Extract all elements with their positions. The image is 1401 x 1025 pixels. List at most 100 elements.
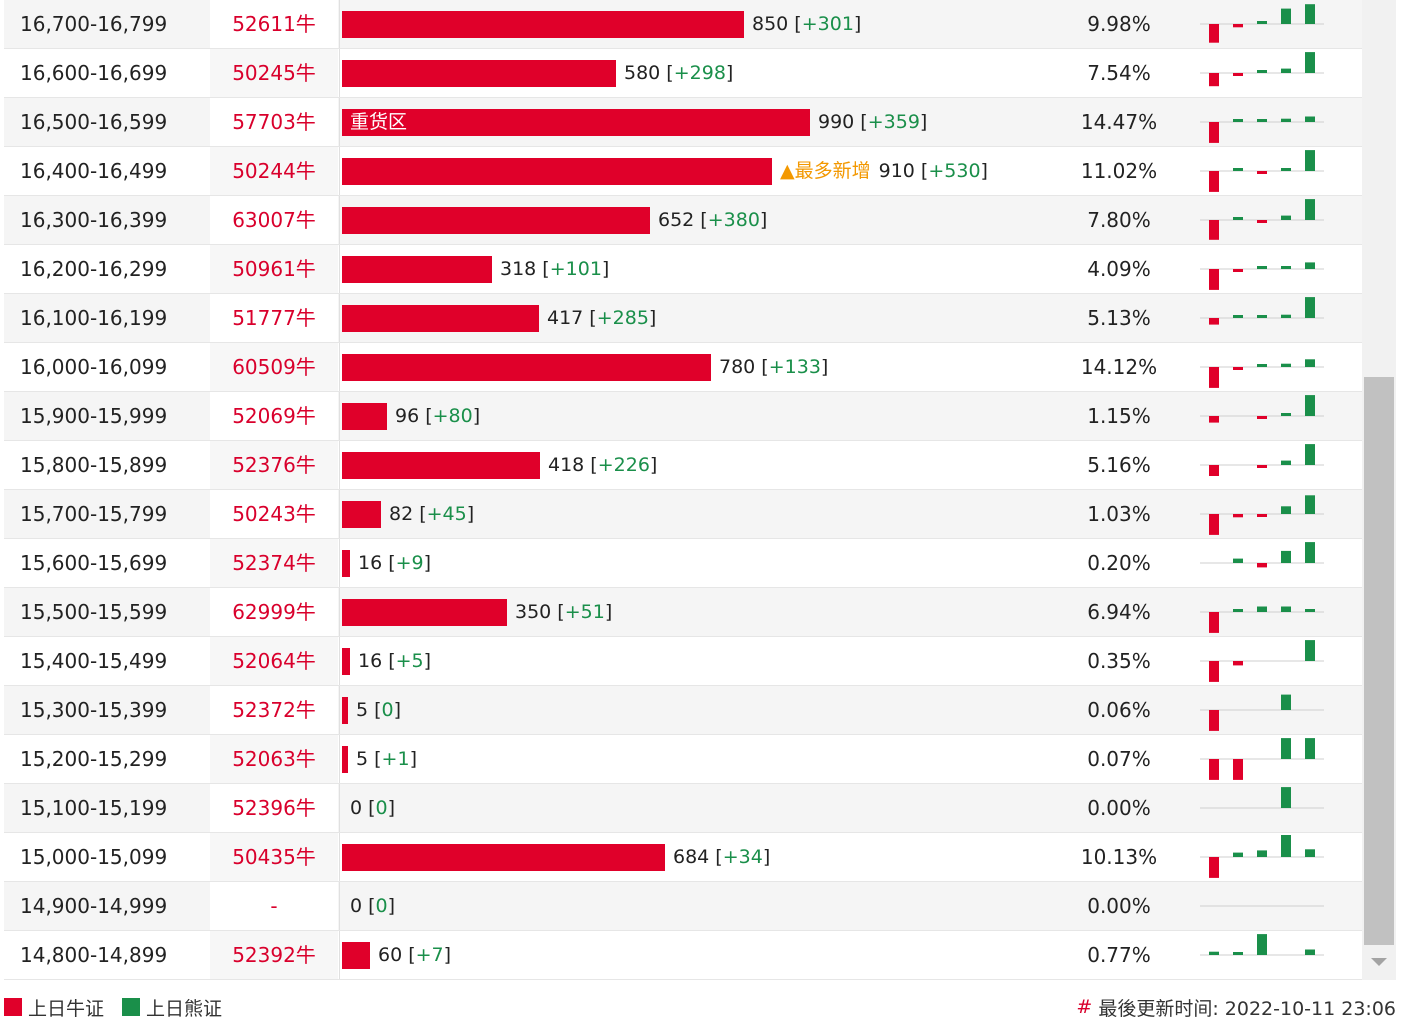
count-change: +1 (381, 748, 410, 770)
warrant-code[interactable]: 60509牛 (210, 343, 338, 391)
percentage: 9.98% (1087, 12, 1151, 36)
warrant-code[interactable]: 52376牛 (210, 441, 338, 489)
percentage: 0.20% (1087, 551, 1151, 575)
table-row[interactable]: 15,700-15,799 50243牛 82 [+45] 1.03% (4, 490, 1362, 539)
price-range: 16,100-16,199 (20, 306, 168, 330)
sparkline-bar (1209, 465, 1219, 476)
count-change: +51 (564, 601, 605, 623)
table-row[interactable]: 14,900-14,999 -0 [0] 0.00% (4, 882, 1362, 931)
scroll-down-arrow-icon[interactable] (1371, 958, 1387, 966)
price-range: 16,300-16,399 (20, 208, 168, 232)
count-change: +5 (395, 650, 424, 672)
sparkline-bar (1257, 416, 1267, 419)
warrant-code[interactable]: 50244牛 (210, 147, 338, 195)
percentage: 11.02% (1080, 159, 1158, 183)
legend-item-bull: 上日牛证 (4, 994, 104, 1021)
table-row[interactable]: 16,600-16,699 50245牛 580 [+298] 7.54% (4, 49, 1362, 98)
table-row[interactable]: 15,500-15,599 62999牛 350 [+51] 6.94% (4, 588, 1362, 637)
warrant-code[interactable]: 52063牛 (210, 735, 338, 783)
sparkline-bar (1257, 70, 1267, 73)
bar-cell: 0 [0] (339, 784, 1039, 832)
warrant-code[interactable]: 50243牛 (210, 490, 338, 538)
sparkline-bar (1209, 514, 1219, 535)
scrollbar-thumb[interactable] (1364, 377, 1394, 945)
table-row[interactable]: 15,000-15,099 50435牛 684 [+34] 10.13% (4, 833, 1362, 882)
table-row[interactable]: 16,300-16,399 63007牛 652 [+380] 7.80% (4, 196, 1362, 245)
table-row[interactable]: 15,800-15,899 52376牛 418 [+226] 5.16% (4, 441, 1362, 490)
table-row[interactable]: 16,000-16,099 60509牛 780 [+133] 14.12% (4, 343, 1362, 392)
count-value: 850 (752, 13, 789, 35)
percentage: 0.77% (1087, 943, 1151, 967)
sparkline-bar (1233, 269, 1243, 272)
warrant-code[interactable]: 51777牛 (210, 294, 338, 342)
table-row[interactable]: 15,300-15,399 52372牛 5 [0] 0.06% (4, 686, 1362, 735)
warrant-code[interactable]: 52064牛 (210, 637, 338, 685)
sparkline (1200, 934, 1324, 956)
table-row[interactable]: 15,400-15,499 52064牛 16 [+5] 0.35% (4, 637, 1362, 686)
volume-bar (342, 403, 387, 430)
count-change: +9 (395, 552, 424, 574)
warrant-code[interactable]: 57703牛 (210, 98, 338, 146)
percentage: 10.13% (1080, 845, 1158, 869)
sparkline (1200, 542, 1324, 568)
sparkline-bar (1209, 367, 1219, 388)
percentage: 7.80% (1087, 208, 1151, 232)
sparkline-bar (1281, 168, 1291, 171)
table-row[interactable]: 15,600-15,699 52374牛 16 [+9] 0.20% (4, 539, 1362, 588)
price-range: 15,500-15,599 (20, 600, 168, 624)
count-change: +133 (768, 356, 821, 378)
sparkline (1200, 694, 1324, 731)
table-row[interactable]: 16,100-16,199 51777牛 417 [+285] 5.13% (4, 294, 1362, 343)
sparkline-bar (1257, 266, 1267, 269)
count-label: 0 [0] (350, 797, 396, 819)
sparkline (1200, 297, 1324, 325)
table-row[interactable]: 16,700-16,799 52611牛 850 [+301] 9.98% (4, 0, 1362, 49)
table-row[interactable]: 16,200-16,299 50961牛 318 [+101] 4.09% (4, 245, 1362, 294)
most-added-alert: ▲最多新增 (780, 160, 871, 182)
sparkline-bar (1209, 857, 1219, 878)
count-label: 652 [+380] (658, 209, 768, 231)
bar-cell: 684 [+34] (339, 833, 1039, 881)
sparkline-bar (1233, 73, 1243, 76)
warrant-code[interactable]: 52396牛 (210, 784, 338, 832)
sparkline-bar (1233, 661, 1243, 666)
sparkline-bar (1233, 24, 1243, 28)
table-row[interactable]: 15,100-15,199 52396牛 0 [0] 0.00% (4, 784, 1362, 833)
sparkline-bar (1257, 220, 1267, 223)
count-label: 580 [+298] (624, 62, 734, 84)
sparkline-bar (1305, 52, 1315, 73)
warrant-code[interactable]: 62999牛 (210, 588, 338, 636)
warrant-code[interactable]: - (210, 882, 338, 930)
sparkline-bar (1209, 73, 1219, 87)
table-row[interactable]: 16,500-16,599 57703牛 重货区 990 [+359] 14.47% (4, 98, 1362, 147)
sparkline-bar (1233, 558, 1243, 563)
sparkline-bar (1257, 364, 1267, 367)
price-range: 16,000-16,099 (20, 355, 168, 379)
warrant-code[interactable]: 50435牛 (210, 833, 338, 881)
count-label: 16 [+9] (358, 552, 432, 574)
warrant-code[interactable]: 52069牛 (210, 392, 338, 440)
warrant-code[interactable]: 52611牛 (210, 0, 338, 48)
warrant-code[interactable]: 63007牛 (210, 196, 338, 244)
sparkline-bar (1281, 118, 1291, 122)
table-row[interactable]: 15,900-15,999 52069牛 96 [+80] 1.15% (4, 392, 1362, 441)
warrant-code[interactable]: 50245牛 (210, 49, 338, 97)
vertical-scrollbar[interactable] (1362, 0, 1396, 980)
count-value: 580 (624, 62, 661, 84)
bar-cell: 96 [+80] (339, 392, 1039, 440)
table-row[interactable]: 16,400-16,499 50244牛 ▲最多新增 910 [+530] 11.02% (4, 147, 1362, 196)
bar-cell: 652 [+380] (339, 196, 1039, 244)
warrant-code[interactable]: 52392牛 (210, 931, 338, 979)
volume-bar (342, 599, 507, 626)
table-row[interactable]: 14,800-14,899 52392牛 60 [+7] 0.77% (4, 931, 1362, 980)
warrant-code[interactable]: 52372牛 (210, 686, 338, 734)
count-value: 0 (350, 895, 363, 917)
count-value: 910 (878, 160, 915, 182)
count-change: +101 (549, 258, 602, 280)
sparkline-bar (1233, 759, 1243, 780)
table-row[interactable]: 15,200-15,299 52063牛 5 [+1] 0.07% (4, 735, 1362, 784)
bar-cell: 318 [+101] (339, 245, 1039, 293)
warrant-code[interactable]: 50961牛 (210, 245, 338, 293)
warrant-code[interactable]: 52374牛 (210, 539, 338, 587)
sparkline-bar (1209, 612, 1219, 633)
